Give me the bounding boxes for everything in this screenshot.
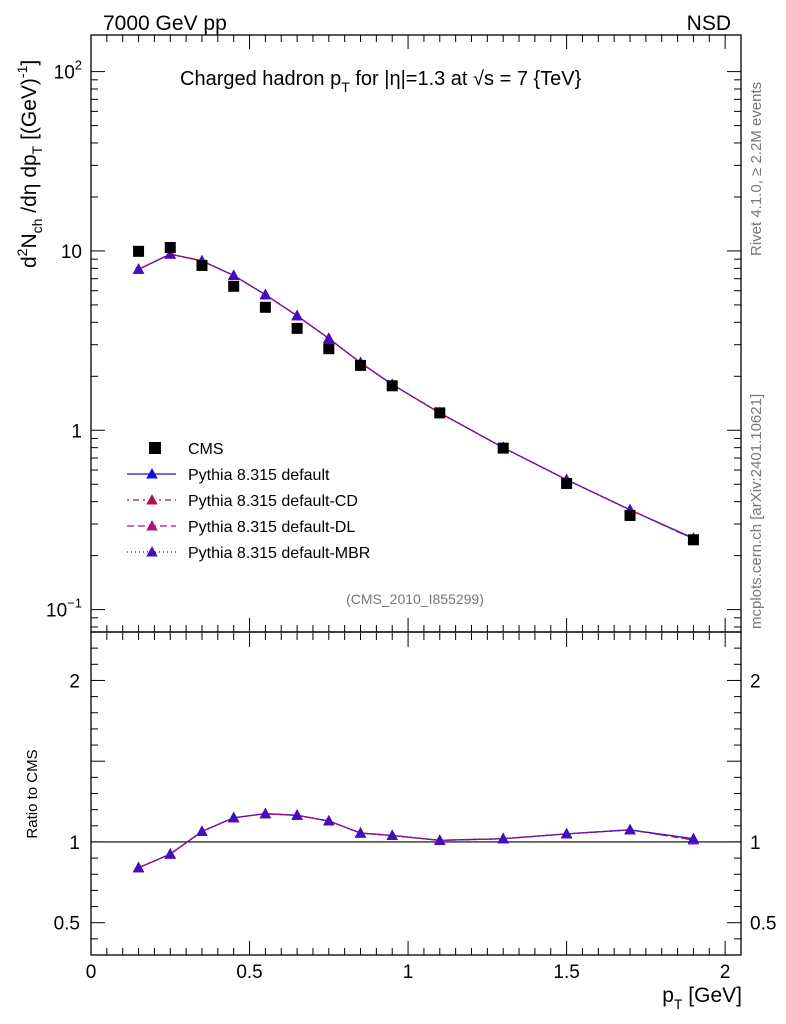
legend-label: CMS: [188, 441, 224, 458]
series-point-4: [132, 263, 145, 274]
legend-label: Pythia 8.315 default-CD: [188, 493, 358, 510]
title-sqrt: √: [473, 68, 484, 90]
legend-marker: [146, 468, 158, 479]
legend: CMS Pythia 8.315 default Pythia 8.315 defa…: [127, 441, 370, 562]
title-part-a: Charged hadron p: [180, 68, 341, 90]
data-series: [91, 242, 741, 873]
ratio-point-4: [164, 848, 176, 859]
cms-data-point: [561, 477, 573, 489]
cms-data-point: [259, 301, 271, 313]
ratio-y-tick-label: 2: [69, 671, 80, 692]
main-y-tick-label: 10: [61, 242, 82, 263]
cms-data-point: [323, 343, 335, 355]
ratio-line-4: [138, 813, 694, 869]
legend-marker: [146, 494, 158, 505]
ratio-point-4: [354, 827, 367, 838]
x-tick-label: 0: [86, 962, 97, 983]
ratio-point-4: [434, 834, 446, 845]
ratio-point-4: [132, 861, 145, 873]
cms-data-point: [434, 407, 446, 419]
x-tick-label: 1: [403, 962, 414, 983]
ratio-y-axis-label: Ratio to CMS: [24, 749, 41, 838]
legend-marker: [146, 546, 158, 557]
ratio-y-tick-label-right: 1: [750, 833, 761, 854]
cms-data-point: [624, 509, 636, 521]
main-y-tick-label: 102: [54, 58, 82, 84]
mcplots-label: mcplots.cern.ch [arXiv:2401.10621]: [748, 394, 765, 629]
main-y-tick-label: 1: [71, 421, 82, 442]
ratio-line-2: [138, 813, 694, 869]
ratio-point-4: [386, 829, 398, 840]
ratio-point-4: [560, 827, 573, 839]
ratio-point-4: [196, 825, 208, 836]
cms-data-point: [133, 245, 145, 257]
cms-data-point: [497, 442, 509, 454]
title-sub: T: [341, 79, 350, 95]
ratio-y-tick-label: 0.5: [54, 914, 80, 935]
axis-ticks: [90, 35, 742, 956]
chart-title: Charged hadron pT for |η|=1.3 at √s = 7 …: [180, 68, 582, 95]
ratio-line-1: [138, 813, 694, 869]
series-point-4: [227, 269, 240, 280]
x-tick-label: 1.5: [553, 962, 579, 983]
x-tick-label: 0.5: [236, 962, 262, 983]
ratio-line-3: [138, 813, 694, 869]
series-point-4: [164, 248, 176, 259]
ratio-y-tick-label-right: 0.5: [750, 914, 776, 935]
series-line-4: [138, 253, 694, 539]
x-tick-label: 2: [720, 962, 731, 983]
legend-label: Pythia 8.315 default-DL: [188, 519, 355, 536]
main-y-axis-label: d2Nch /dη dpT [(GeV)-1]: [14, 60, 45, 268]
ratio-point-4: [687, 832, 700, 844]
legend-label: Pythia 8.315 default-MBR: [188, 545, 370, 562]
series-point-4: [291, 309, 303, 321]
title-part-c: s = 7 {TeV}: [484, 68, 582, 90]
legend-marker-cms: [149, 442, 161, 454]
ratio-point-4: [227, 811, 240, 823]
series-point-4: [323, 332, 335, 343]
ratio-point-4: [291, 809, 303, 820]
cms-data-point: [355, 359, 367, 371]
cms-data-point: [196, 259, 208, 271]
ratio-point-4: [323, 814, 335, 826]
ratio-point-4: [259, 807, 272, 819]
header-energy-label: 7000 GeV pp: [103, 12, 227, 35]
header-process-label: NSD: [687, 12, 731, 35]
main-y-tick-label: 10−1: [46, 596, 82, 622]
analysis-tag: (CMS_2010_I855299): [346, 591, 484, 607]
x-axis-label: pT [GeV]: [662, 984, 742, 1012]
cms-data-point: [228, 280, 240, 292]
series-point-4: [259, 288, 272, 300]
main-plot-frame: [90, 34, 742, 633]
cms-data-point: [291, 322, 303, 334]
cms-data-point: [164, 242, 176, 254]
cms-data-point: [386, 380, 398, 392]
title-part-b: for |η|=1.3 at: [350, 68, 473, 90]
axis-tick-labels: 0 0.5 1 1.5 2 102 10 1 10−1 2 2 1 1 0.5 0.5: [46, 58, 776, 983]
legend-label: Pythia 8.315 default: [188, 467, 330, 484]
ratio-y-tick-label: 1: [69, 833, 80, 854]
rivet-version-label: Rivet 4.1.0, ≥ 2.2M events: [748, 82, 765, 256]
legend-marker: [146, 520, 158, 531]
ratio-point-4: [497, 832, 509, 844]
ratio-point-4: [624, 823, 636, 835]
ratio-plot-frame: [90, 631, 742, 956]
cms-data-point: [687, 534, 699, 546]
ratio-y-tick-label-right: 2: [750, 671, 761, 692]
